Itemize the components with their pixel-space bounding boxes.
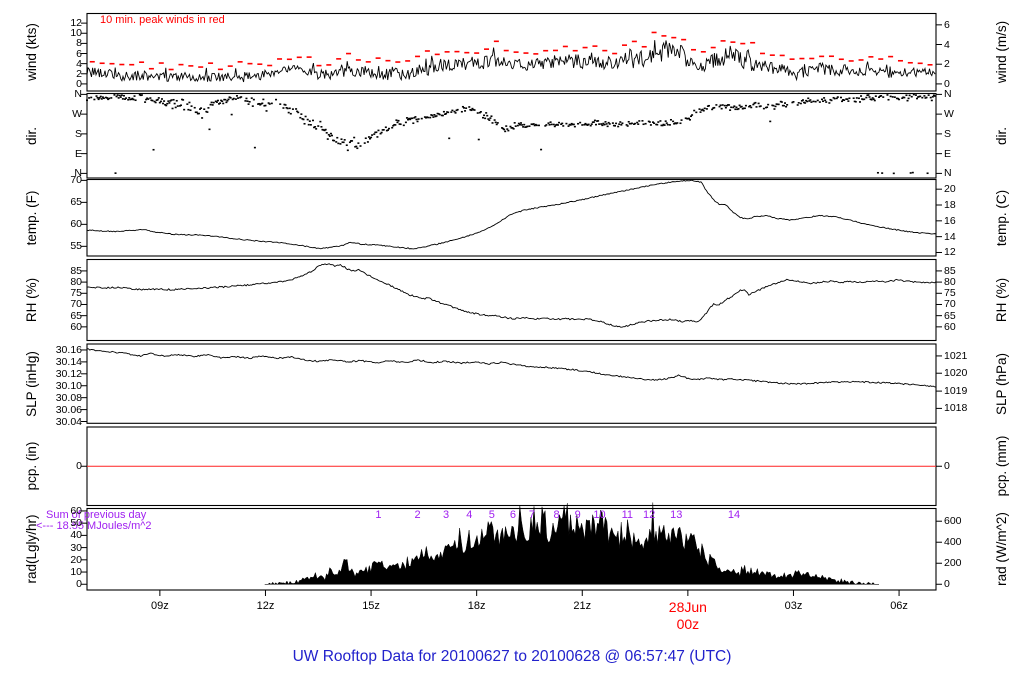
mj-marker-label: 11 [621, 509, 634, 521]
y-tick-label: 40 [70, 529, 82, 542]
peak-winds-note: 10 min. peak winds in red [100, 14, 225, 26]
mj-marker-label: 9 [574, 509, 581, 521]
y-tick-label: 0 [944, 460, 950, 473]
y-tick-label: N [944, 88, 952, 101]
y-tick-label: 85 [944, 264, 956, 277]
x-tick-label: 03z [784, 600, 803, 612]
rad-right-axis-title: rad (W/m^2) [994, 512, 1009, 586]
y-tick-label: 30.16 [55, 343, 82, 356]
y-tick-label: 600 [944, 515, 962, 528]
y-tick-label: N [74, 167, 82, 180]
y-tick-label: 0 [944, 77, 950, 90]
y-tick-label: W [72, 108, 82, 121]
y-tick-label: 12 [944, 246, 956, 259]
mj-marker-label: 4 [466, 509, 473, 521]
page-title: UW Rooftop Data for 20100627 to 20100628… [292, 648, 732, 665]
mj-marker-label: 12 [643, 509, 656, 521]
y-tick-label: 50 [70, 517, 82, 530]
y-tick-label: 75 [944, 287, 956, 300]
y-tick-label: 2 [76, 67, 82, 80]
y-tick-label: S [74, 127, 82, 140]
y-tick-label: 60 [70, 504, 82, 517]
y-tick-label: 60 [70, 320, 82, 333]
y-tick-label: 200 [944, 557, 962, 570]
y-tick-label: 0 [76, 77, 82, 90]
y-tick-label: 75 [70, 287, 82, 300]
y-tick-label: 30 [70, 541, 82, 554]
y-tick-label: 2 [944, 58, 950, 71]
y-tick-label: 30.12 [55, 367, 82, 380]
y-tick-label: 30.08 [55, 391, 82, 404]
mj-marker-label: 13 [670, 509, 683, 521]
y-tick-label: 30.10 [55, 379, 82, 392]
y-tick-label: N [74, 88, 82, 101]
y-tick-label: 60 [944, 320, 956, 333]
x-tick-label: 12z [256, 600, 275, 612]
y-tick-label: 14 [944, 230, 956, 243]
y-tick-label: 10 [70, 566, 82, 579]
x-tick-label: 15z [362, 600, 380, 612]
radiation-total-note: <--- 18.55 MJoules/m^2 [36, 520, 152, 532]
y-tick-label: 4 [76, 57, 82, 70]
x-tick-label: 06z [890, 600, 908, 612]
y-tick-label: 18 [944, 199, 956, 211]
y-tick-label: 0 [944, 578, 950, 591]
mj-marker-label: 2 [414, 509, 421, 521]
y-tick-label: 30.06 [55, 403, 82, 416]
mj-marker-label: 10 [593, 509, 606, 521]
y-tick-label: 20 [944, 183, 956, 196]
mj-marker-label: 14 [727, 509, 741, 521]
date-sub-label: 00z [676, 616, 700, 632]
y-tick-label: 1018 [944, 402, 968, 415]
y-tick-label: 0 [76, 578, 82, 591]
y-tick-label: 70 [70, 298, 82, 311]
y-tick-label: 85 [70, 264, 82, 277]
y-tick-label: 65 [70, 309, 82, 322]
y-tick-label: 70 [944, 298, 956, 311]
y-tick-label: 80 [944, 276, 956, 289]
y-tick-label: 4 [944, 38, 950, 51]
x-tick-label: 21z [573, 600, 592, 612]
mj-marker-label: 7 [528, 509, 535, 521]
y-tick-label: 30.14 [55, 355, 82, 368]
y-tick-label: 0 [76, 460, 82, 473]
mj-marker-label: 6 [509, 509, 516, 521]
mj-marker-label: 8 [553, 509, 560, 521]
y-tick-label: 1021 [944, 349, 968, 362]
y-tick-label: W [944, 108, 954, 121]
y-tick-label: 30.04 [55, 415, 82, 428]
mj-marker-label: 1 [375, 509, 382, 521]
y-tick-label: S [944, 127, 952, 140]
y-tick-label: 12 [70, 17, 82, 30]
y-tick-label: 55 [70, 240, 82, 253]
y-tick-label: N [944, 167, 952, 180]
y-tick-label: 80 [70, 276, 82, 289]
y-tick-label: 10 [70, 27, 82, 40]
y-tick-label: 1019 [944, 385, 968, 398]
y-tick-label: 70 [70, 174, 82, 187]
y-tick-label: 6 [944, 18, 950, 31]
date-label: 28Jun [668, 599, 707, 615]
y-tick-label: 65 [944, 309, 956, 322]
y-tick-label: E [74, 147, 82, 160]
y-tick-label: 60 [70, 218, 82, 231]
y-tick-label: E [944, 147, 952, 160]
y-tick-label: 20 [70, 553, 82, 566]
mj-marker-label: 5 [488, 509, 495, 521]
y-tick-label: 16 [944, 214, 956, 227]
x-tick-label: 18z [467, 600, 486, 612]
y-tick-label: 400 [944, 536, 962, 549]
y-tick-label: 65 [70, 196, 82, 209]
x-tick-label: 09z [150, 600, 169, 612]
y-tick-label: 8 [76, 37, 82, 50]
y-tick-label: 1020 [944, 367, 968, 380]
y-tick-label: 6 [76, 47, 82, 60]
radiation-sum-note: Sum of previous day [46, 509, 147, 521]
mj-marker-label: 3 [442, 509, 450, 521]
